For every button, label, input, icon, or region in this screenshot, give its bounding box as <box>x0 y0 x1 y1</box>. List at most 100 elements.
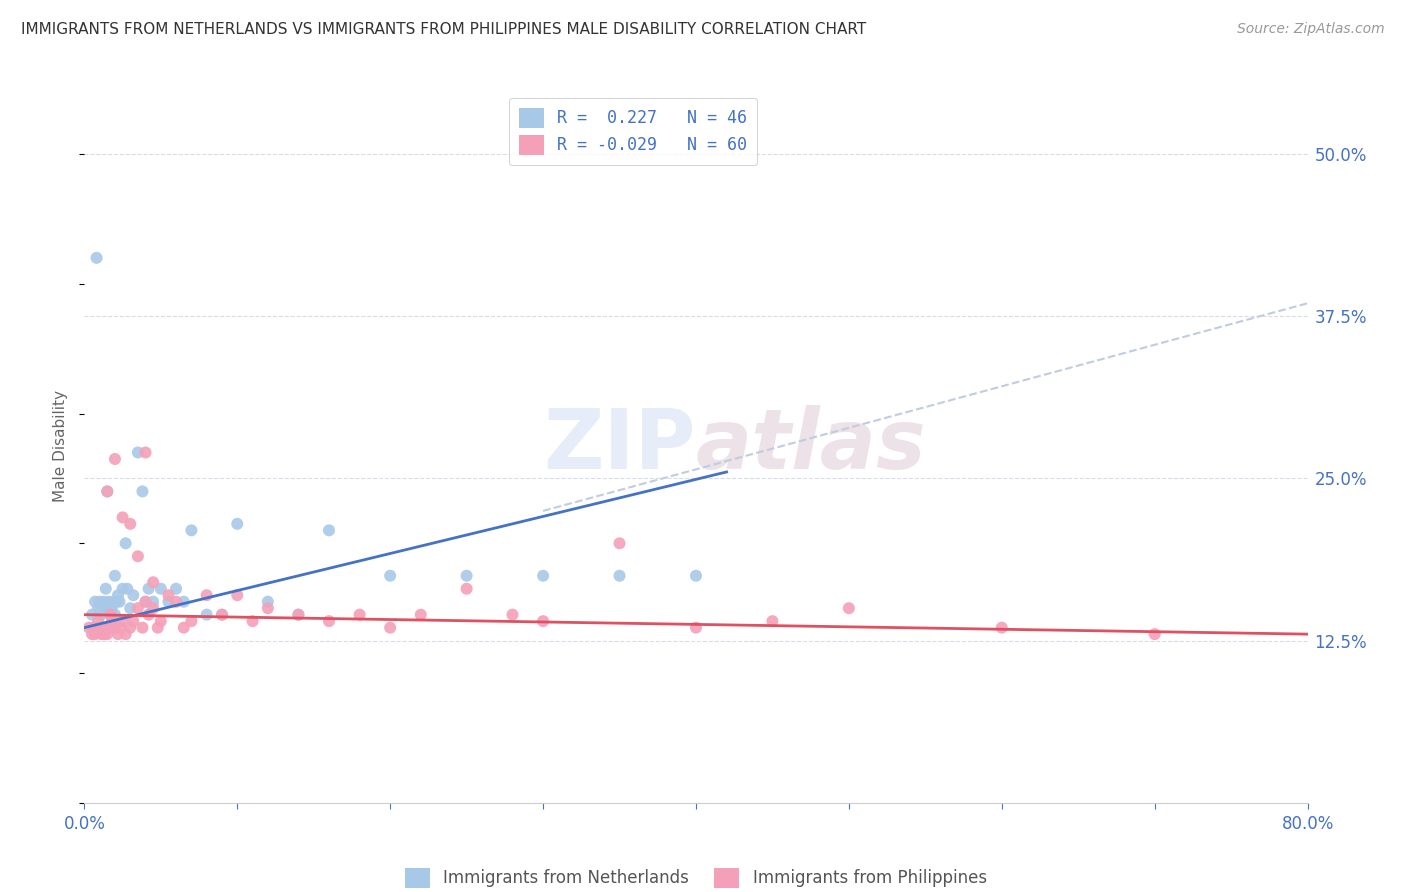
Point <box>120 516 142 531</box>
Point <box>90 627 112 641</box>
Point <box>146 621 169 635</box>
Point <box>114 627 136 641</box>
Point <box>409 607 432 622</box>
Point <box>173 621 195 635</box>
Point <box>97 595 120 609</box>
Point <box>120 621 142 635</box>
Point <box>165 595 187 609</box>
Point <box>86 621 108 635</box>
Point <box>103 621 125 635</box>
Point <box>127 549 149 564</box>
Point <box>101 614 124 628</box>
Point <box>127 601 149 615</box>
Point <box>107 588 129 602</box>
Legend: Immigrants from Netherlands, Immigrants from Philippines: Immigrants from Netherlands, Immigrants … <box>398 861 994 892</box>
Point <box>93 595 115 609</box>
Point <box>114 536 136 550</box>
Point <box>108 595 131 609</box>
Point <box>111 510 134 524</box>
Point <box>138 582 160 596</box>
Point <box>380 621 402 635</box>
Point <box>287 607 309 622</box>
Point <box>105 595 128 609</box>
Point <box>456 582 478 596</box>
Point <box>94 582 117 596</box>
Point <box>287 607 309 622</box>
Point <box>115 582 138 596</box>
Point <box>226 516 249 531</box>
Point <box>131 621 153 635</box>
Point <box>80 627 103 641</box>
Point <box>242 614 264 628</box>
Point <box>120 601 142 615</box>
Point <box>89 595 111 609</box>
Point <box>93 627 115 641</box>
Point <box>84 595 107 609</box>
Point <box>96 601 118 615</box>
Point <box>83 621 105 635</box>
Y-axis label: Male Disability: Male Disability <box>53 390 69 502</box>
Point <box>138 607 160 622</box>
Point <box>104 452 127 467</box>
Point <box>96 627 118 641</box>
Point <box>609 568 631 582</box>
Point <box>91 601 114 615</box>
Point <box>131 484 153 499</box>
Point <box>257 601 280 615</box>
Point <box>80 607 103 622</box>
Point <box>103 595 125 609</box>
Point <box>149 582 172 596</box>
Point <box>122 614 145 628</box>
Point <box>142 595 165 609</box>
Point <box>104 607 127 622</box>
Point <box>107 627 129 641</box>
Point <box>89 621 111 635</box>
Point <box>157 595 180 609</box>
Point <box>122 588 145 602</box>
Point <box>135 595 157 609</box>
Point <box>685 621 707 635</box>
Point <box>180 614 202 628</box>
Point <box>349 607 371 622</box>
Point <box>96 484 118 499</box>
Point <box>165 582 187 596</box>
Point <box>149 614 172 628</box>
Point <box>380 568 402 582</box>
Point <box>609 536 631 550</box>
Text: atlas: atlas <box>696 406 927 486</box>
Point <box>77 621 100 635</box>
Point <box>456 568 478 582</box>
Point <box>84 627 107 641</box>
Point <box>94 621 117 635</box>
Point <box>127 445 149 459</box>
Point <box>135 445 157 459</box>
Point <box>98 607 121 622</box>
Point <box>180 524 202 538</box>
Point <box>110 621 132 635</box>
Point <box>90 607 112 622</box>
Point <box>104 568 127 582</box>
Point <box>142 601 165 615</box>
Point <box>318 524 340 538</box>
Point <box>195 588 218 602</box>
Point <box>318 614 340 628</box>
Point <box>211 607 233 622</box>
Point <box>502 607 524 622</box>
Point <box>761 614 783 628</box>
Point <box>531 568 554 582</box>
Point <box>226 588 249 602</box>
Point <box>86 251 108 265</box>
Point <box>96 484 118 499</box>
Point <box>101 601 124 615</box>
Text: ZIP: ZIP <box>544 406 696 486</box>
Point <box>111 582 134 596</box>
Point <box>98 607 121 622</box>
Point <box>838 601 860 615</box>
Point <box>91 621 114 635</box>
Point <box>157 588 180 602</box>
Point <box>1143 627 1166 641</box>
Point <box>173 595 195 609</box>
Point <box>211 607 233 622</box>
Text: Source: ZipAtlas.com: Source: ZipAtlas.com <box>1237 22 1385 37</box>
Point <box>104 621 127 635</box>
